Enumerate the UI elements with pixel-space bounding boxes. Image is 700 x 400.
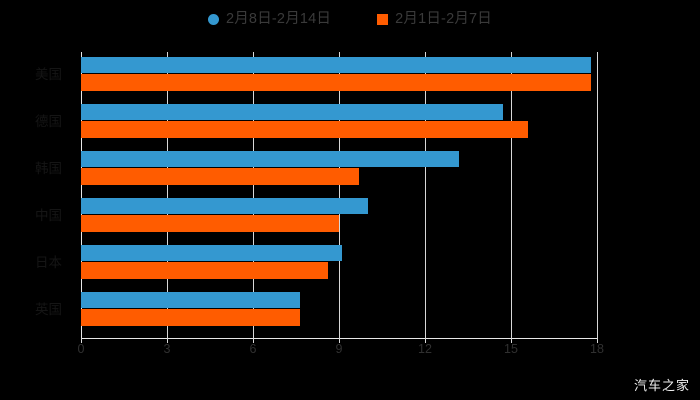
y-axis-labels: 美国 德国 韩国 中国 日本 英国 — [0, 52, 72, 338]
legend-label-series-1: 2月8日-2月14日 — [225, 10, 332, 27]
x-tick-9 — [339, 338, 340, 343]
x-tick-15 — [511, 338, 512, 343]
bar-series-1-cat-5[interactable] — [81, 292, 300, 308]
y-axis-label-4: 日本 — [35, 255, 62, 270]
x-axis-label-1: 3 — [163, 342, 171, 356]
legend-label-series-2: 2月1日-2月7日 — [395, 10, 493, 27]
bar-series-1-cat-3[interactable] — [81, 198, 368, 214]
bar-series-2-cat-1[interactable] — [81, 121, 528, 138]
x-axis-label-3: 9 — [335, 342, 343, 356]
watermark: 汽车之家 — [633, 378, 690, 393]
bar-series-2-cat-0[interactable] — [81, 74, 591, 91]
gridline-9 — [339, 52, 340, 338]
x-tick-6 — [253, 338, 254, 343]
x-axis-label-4: 12 — [418, 342, 432, 356]
gridline-3 — [167, 52, 168, 338]
plot-area — [81, 52, 598, 338]
gridline-12 — [425, 52, 426, 338]
legend-item-series-2[interactable]: 2月1日-2月7日 — [377, 12, 492, 27]
legend-item-series-1[interactable]: 2月8日-2月14日 — [207, 10, 332, 27]
x-axis-label-0: 0 — [77, 342, 85, 356]
bar-series-2-cat-4[interactable] — [81, 262, 328, 279]
bar-series-2-cat-3[interactable] — [81, 215, 339, 232]
bar-series-2-cat-2[interactable] — [81, 168, 359, 185]
bar-series-1-cat-2[interactable] — [81, 151, 459, 167]
gridline-15 — [511, 52, 512, 338]
y-axis-label-3: 中国 — [35, 208, 62, 223]
y-axis-label-1: 德国 — [35, 114, 62, 129]
gridline-18 — [597, 52, 598, 338]
gridline-0 — [81, 52, 82, 338]
x-axis-label-6: 18 — [590, 342, 604, 356]
bar-series-1-cat-0[interactable] — [81, 57, 591, 73]
bar-series-1-cat-1[interactable] — [81, 104, 503, 120]
y-axis-label-5: 英国 — [35, 302, 62, 317]
y-axis-label-2: 韩国 — [35, 161, 62, 176]
x-tick-18 — [597, 338, 598, 343]
x-axis-label-5: 15 — [504, 342, 518, 356]
legend-circle-icon — [207, 13, 219, 25]
x-tick-3 — [167, 338, 168, 343]
x-axis-labels: 0 3 6 9 12 15 18 — [0, 343, 700, 361]
x-axis-label-2: 6 — [249, 342, 257, 356]
legend-square-icon — [377, 13, 389, 25]
bar-series-1-cat-4[interactable] — [81, 245, 342, 261]
y-axis-label-0: 美国 — [35, 67, 62, 82]
gridline-6 — [253, 52, 254, 338]
x-tick-12 — [425, 338, 426, 343]
chart-legend: 2月8日-2月14日 2月1日-2月7日 — [0, 8, 700, 30]
x-tick-0 — [81, 338, 82, 343]
bar-series-2-cat-5[interactable] — [81, 309, 300, 326]
